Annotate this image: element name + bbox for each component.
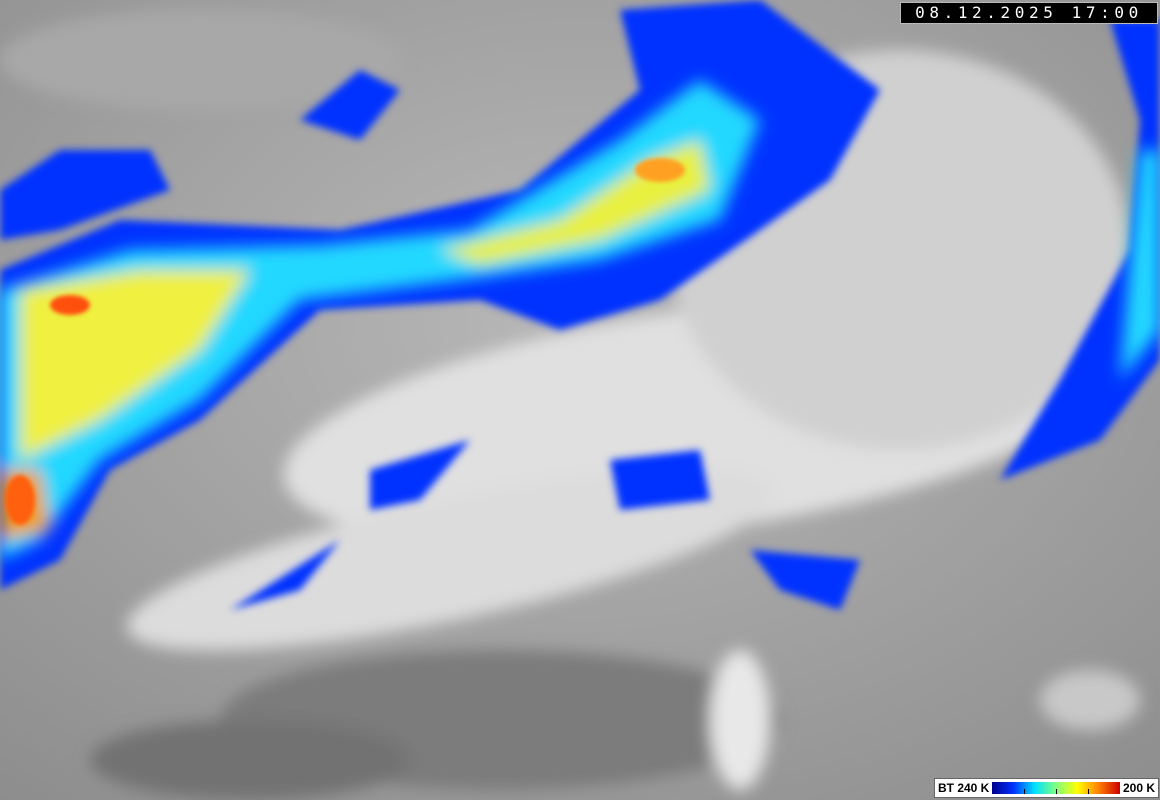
colorbar-legend: BT 240 K 200 K — [934, 778, 1159, 798]
legend-max-label: 200 K — [1122, 781, 1155, 795]
colorbar-tick — [1024, 789, 1026, 794]
colorbar-tick — [1088, 789, 1090, 794]
timestamp: 08.12.2025 17:00 — [900, 2, 1158, 24]
legend-min-label: BT 240 K — [938, 781, 990, 795]
colorbar-gradient — [992, 782, 1120, 794]
cold-cloud-tops — [0, 0, 1160, 610]
colorbar-tick — [1056, 789, 1058, 794]
